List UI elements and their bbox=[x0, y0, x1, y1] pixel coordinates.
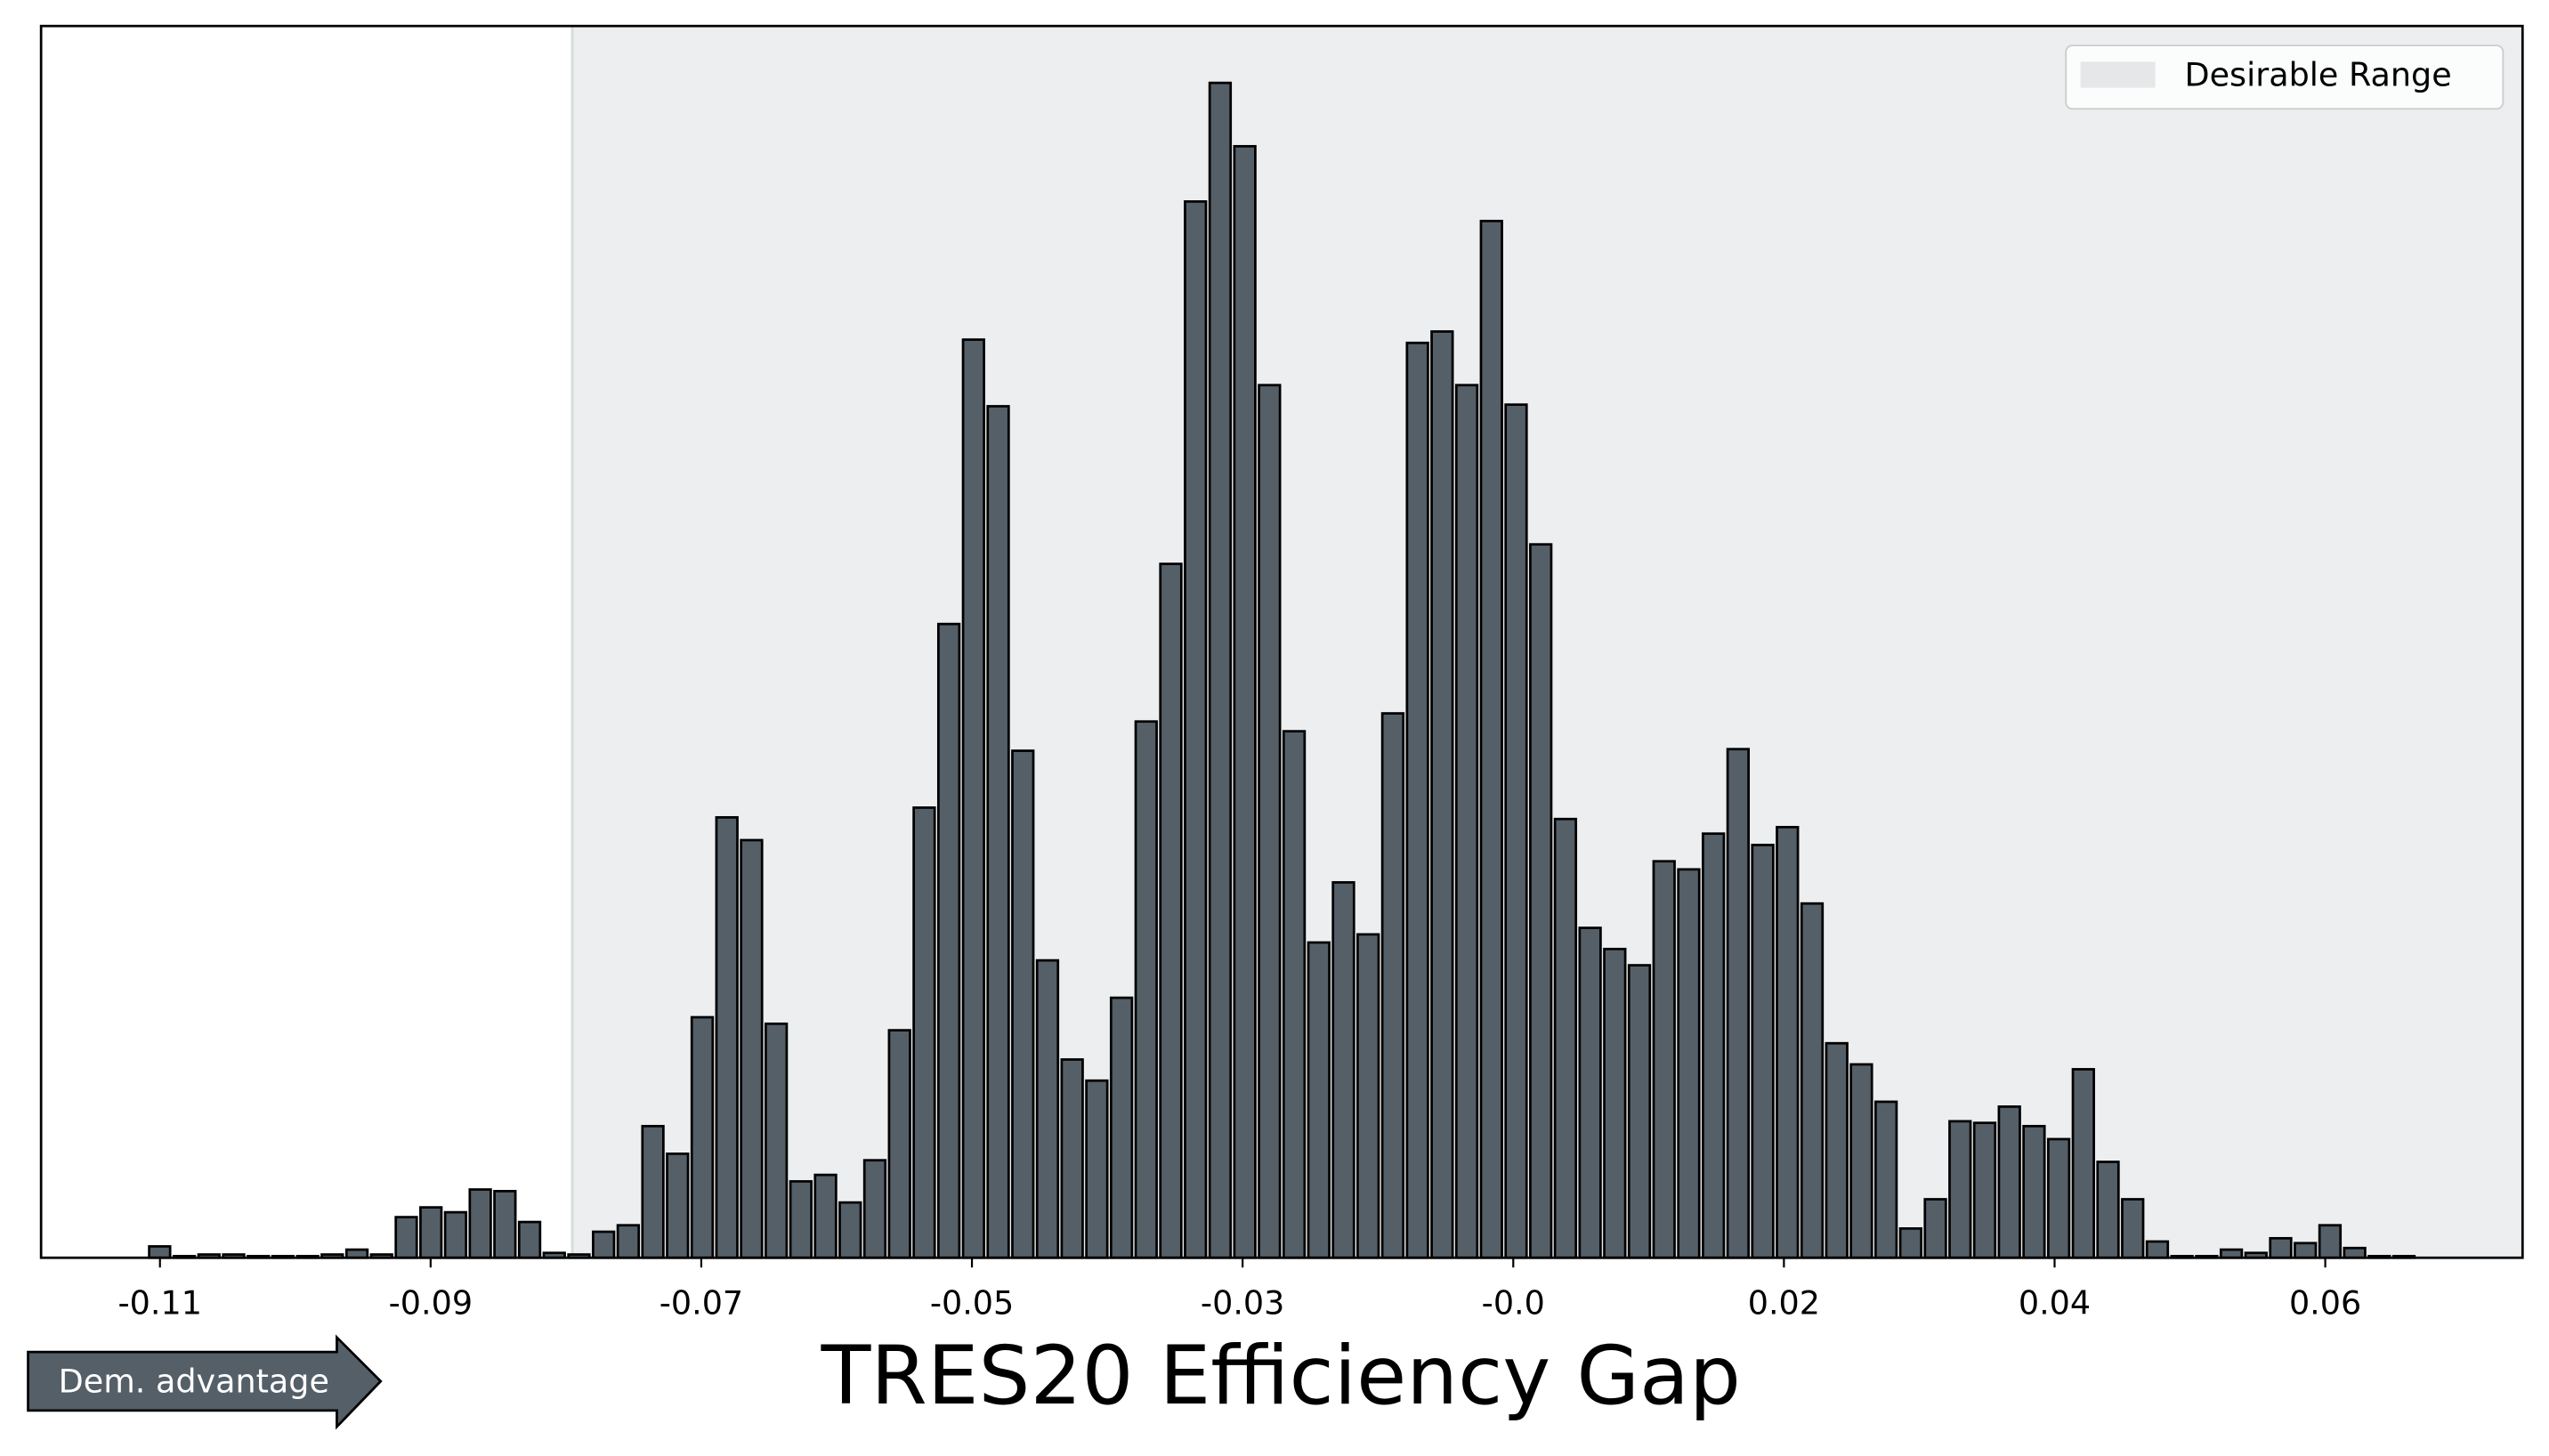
bar bbox=[1454, 384, 1479, 1259]
x-tick-label: -0.03 bbox=[1201, 1284, 1284, 1323]
bar bbox=[1948, 1120, 1972, 1259]
bar bbox=[148, 1245, 172, 1259]
bar bbox=[1702, 832, 1726, 1259]
x-tick-label: -0.07 bbox=[660, 1284, 743, 1323]
bar bbox=[1405, 341, 1429, 1259]
bar bbox=[740, 838, 764, 1259]
bar bbox=[1578, 926, 1602, 1259]
bar bbox=[1060, 1058, 1084, 1259]
x-tick-label: 0.04 bbox=[2019, 1284, 2091, 1323]
bar bbox=[419, 1206, 443, 1259]
legend-box bbox=[2065, 44, 2504, 110]
bar bbox=[1134, 720, 1158, 1259]
bar bbox=[666, 1153, 690, 1259]
bar bbox=[1109, 996, 1134, 1259]
bar bbox=[1233, 144, 1257, 1259]
bar bbox=[2343, 1246, 2367, 1259]
bar bbox=[986, 405, 1010, 1259]
legend-label: Desirable Range bbox=[2185, 55, 2452, 93]
bar bbox=[2022, 1124, 2046, 1259]
bar bbox=[1430, 330, 1454, 1259]
x-tick-label: -0.11 bbox=[118, 1284, 202, 1323]
bar bbox=[1331, 881, 1355, 1259]
bar bbox=[1258, 384, 1282, 1259]
bar bbox=[715, 816, 739, 1259]
x-tick-label: -0.09 bbox=[389, 1284, 473, 1323]
annotation: Dem. advantage bbox=[59, 1362, 329, 1400]
bar bbox=[764, 1022, 789, 1259]
bar bbox=[1972, 1121, 1997, 1259]
bar bbox=[1726, 748, 1751, 1259]
bar bbox=[1035, 959, 1060, 1259]
bar bbox=[862, 1159, 887, 1259]
bar bbox=[1553, 817, 1578, 1259]
bar bbox=[789, 1180, 813, 1259]
bar bbox=[592, 1230, 616, 1259]
bar bbox=[838, 1201, 862, 1259]
bar bbox=[1652, 860, 1676, 1259]
bar bbox=[493, 1190, 517, 1259]
bar bbox=[2046, 1137, 2071, 1259]
x-axis-label: TRES20 Efficiency Gap bbox=[821, 1328, 1741, 1423]
annotation-arrow bbox=[27, 1334, 383, 1430]
bar bbox=[961, 338, 985, 1259]
bar bbox=[641, 1124, 665, 1259]
plot-area bbox=[148, 26, 2523, 1259]
bar bbox=[1184, 200, 1208, 1259]
bar bbox=[1208, 81, 1233, 1259]
bar bbox=[2318, 1224, 2343, 1259]
bar bbox=[1282, 730, 1307, 1259]
bar bbox=[887, 1029, 911, 1259]
bar bbox=[1603, 947, 1627, 1259]
bar bbox=[1849, 1063, 1873, 1259]
bar bbox=[1923, 1198, 1947, 1259]
bar bbox=[1898, 1227, 1922, 1259]
legend: Desirable Range bbox=[2065, 44, 2504, 110]
bar bbox=[2269, 1236, 2293, 1259]
x-tick-label: 0.02 bbox=[1748, 1284, 1820, 1323]
bar bbox=[1997, 1105, 2021, 1259]
bar bbox=[813, 1173, 838, 1259]
bar bbox=[912, 806, 936, 1259]
bar bbox=[1627, 964, 1652, 1259]
bar bbox=[1800, 902, 1825, 1259]
bar bbox=[2071, 1068, 2095, 1259]
bar bbox=[1751, 844, 1775, 1259]
bar bbox=[1085, 1079, 1109, 1259]
bar bbox=[1504, 403, 1528, 1259]
bar bbox=[1380, 712, 1405, 1259]
bar bbox=[2121, 1198, 2145, 1259]
bar bbox=[1159, 562, 1183, 1259]
bar bbox=[2294, 1242, 2318, 1259]
bar bbox=[1011, 749, 1035, 1259]
bar bbox=[1677, 868, 1701, 1259]
legend-swatch bbox=[2080, 61, 2156, 88]
bar bbox=[517, 1220, 542, 1259]
bar bbox=[1776, 826, 1800, 1259]
bar bbox=[1356, 933, 1380, 1259]
bar bbox=[616, 1224, 641, 1259]
bar bbox=[936, 622, 961, 1259]
bar bbox=[1873, 1100, 1898, 1259]
bar bbox=[1479, 219, 1503, 1259]
bar bbox=[443, 1210, 468, 1259]
bar bbox=[2145, 1240, 2170, 1259]
axes-frame bbox=[39, 24, 2524, 1259]
bar bbox=[1529, 543, 1553, 1259]
bar bbox=[394, 1216, 418, 1259]
x-tick-label: -0.0 bbox=[1482, 1284, 1545, 1323]
x-tick-label: -0.05 bbox=[930, 1284, 1014, 1323]
x-tick-label: 0.06 bbox=[2289, 1284, 2361, 1323]
bar bbox=[1825, 1041, 1849, 1259]
bar bbox=[2096, 1161, 2120, 1259]
bar bbox=[1307, 941, 1331, 1259]
bar bbox=[468, 1188, 492, 1259]
bar bbox=[690, 1015, 715, 1259]
